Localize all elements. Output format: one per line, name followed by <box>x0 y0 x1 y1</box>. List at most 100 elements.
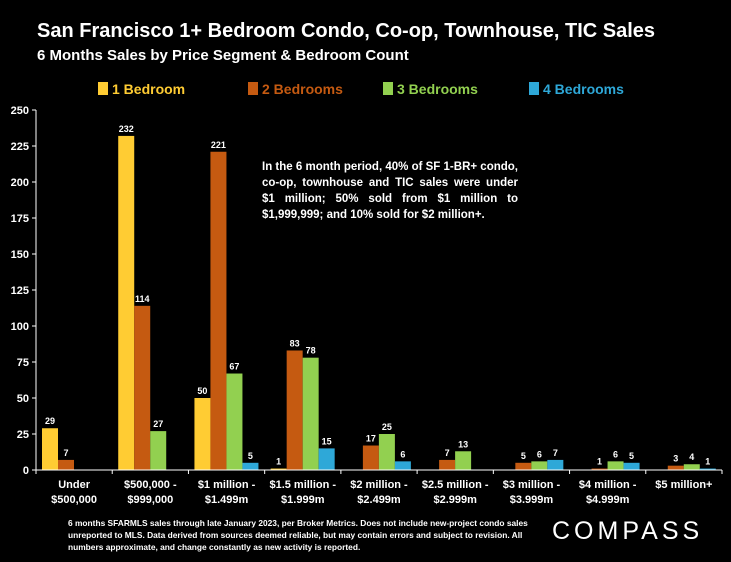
bar <box>302 357 319 470</box>
data-label: 13 <box>458 439 468 449</box>
compass-logo: COMPASS <box>552 517 704 545</box>
x-tick-label: $1.499m <box>205 494 249 506</box>
legend-swatch <box>383 82 393 95</box>
x-tick-label: $500,000 - <box>124 479 177 491</box>
legend-label: 1 Bedroom <box>112 81 185 97</box>
data-label: 6 <box>400 449 405 459</box>
data-label: 6 <box>613 449 618 459</box>
bar <box>623 462 640 470</box>
x-tick-label: Under <box>58 479 91 491</box>
footnote: 6 months SFARMLS sales through late Janu… <box>68 518 528 552</box>
x-tick-label: $1.999m <box>281 494 325 506</box>
data-label: 1 <box>276 457 281 467</box>
x-tick-label: $5 million+ <box>655 479 712 491</box>
bar <box>362 445 379 470</box>
data-label: 114 <box>135 294 150 304</box>
x-tick-label: $2 million - <box>350 479 408 491</box>
data-label: 232 <box>119 124 134 134</box>
data-label: 1 <box>597 457 602 467</box>
legend-swatch <box>98 82 108 95</box>
y-tick-label: 100 <box>11 321 29 333</box>
y-tick-label: 250 <box>11 105 29 117</box>
data-label: 5 <box>629 451 634 461</box>
data-label: 7 <box>553 448 558 458</box>
bar <box>58 459 74 470</box>
bar <box>270 468 287 470</box>
bar <box>531 461 548 470</box>
x-tick-label: $3 million - <box>503 479 561 491</box>
data-label: 25 <box>382 422 392 432</box>
data-label: 6 <box>537 449 542 459</box>
x-tick-label: $4 million - <box>579 479 637 491</box>
bar <box>667 465 684 470</box>
bar <box>134 305 151 470</box>
data-label: 7 <box>63 448 68 458</box>
chart-title: San Francisco 1+ Bedroom Condo, Co-op, T… <box>37 20 656 42</box>
bar <box>194 398 211 470</box>
data-label: 29 <box>45 416 55 426</box>
x-axis: Under $500,000 $500,000 - $999,000 $1 millio… <box>35 469 723 506</box>
data-label: 67 <box>229 362 239 372</box>
x-tick-label: $2.5 million - <box>422 479 489 491</box>
data-label: 1 <box>705 457 710 467</box>
data-label: 15 <box>322 436 332 446</box>
bar <box>318 448 335 470</box>
data-label: 5 <box>248 451 253 461</box>
bar <box>150 431 167 470</box>
x-tick-label: $500,000 <box>51 494 97 506</box>
bar <box>394 461 411 470</box>
data-label: 17 <box>366 434 376 444</box>
bar <box>210 151 227 470</box>
bar <box>607 461 624 470</box>
x-tick-label: $4.999m <box>586 494 630 506</box>
legend-label: 2 Bedrooms <box>262 81 343 97</box>
legend-label: 3 Bedrooms <box>397 81 478 97</box>
x-tick-label: $1.5 million - <box>269 479 336 491</box>
y-tick-label: 50 <box>17 393 29 405</box>
annotation-text: In the 6 month period, 40% of SF 1-BR+ c… <box>262 161 518 221</box>
bar <box>118 135 135 471</box>
y-tick-label: 150 <box>11 249 29 261</box>
y-tick-label: 200 <box>11 177 29 189</box>
legend-swatch <box>248 82 258 95</box>
bar <box>699 468 716 470</box>
data-label: 27 <box>153 419 163 429</box>
data-label: 221 <box>211 140 226 150</box>
y-tick-label: 25 <box>17 429 29 441</box>
y-tick-label: 175 <box>11 213 29 225</box>
chart-subtitle: 6 Months Sales by Price Segment & Bedroo… <box>37 47 409 64</box>
bar <box>683 464 700 470</box>
y-tick-label: 125 <box>11 285 29 297</box>
x-tick-label: $1 million - <box>198 479 256 491</box>
bar <box>591 468 608 470</box>
data-label: 4 <box>689 452 694 462</box>
x-tick-label: $2.999m <box>434 494 478 506</box>
legend-swatch <box>529 82 539 95</box>
data-label: 3 <box>673 454 678 464</box>
bar <box>515 462 532 470</box>
bar <box>42 428 58 470</box>
legend: 1 Bedroom 2 Bedrooms 3 Bedrooms 4 Bedrooms <box>98 81 624 97</box>
x-tick-label: $2.499m <box>357 494 401 506</box>
data-label: 50 <box>197 386 207 396</box>
bar <box>455 451 472 470</box>
bar <box>226 373 243 470</box>
data-label: 78 <box>306 346 316 356</box>
bar <box>378 434 395 470</box>
y-axis: 0 25 50 75 100 125 150 175 200 225 250 <box>11 105 37 477</box>
bar <box>242 462 259 470</box>
x-tick-label: $999,000 <box>127 494 173 506</box>
bar <box>286 350 303 470</box>
legend-label: 4 Bedrooms <box>543 81 624 97</box>
x-tick-label: $3.999m <box>510 494 554 506</box>
y-tick-label: 75 <box>17 357 29 369</box>
bar <box>439 459 456 470</box>
y-tick-label: 0 <box>23 465 29 477</box>
data-label: 5 <box>521 451 526 461</box>
data-label: 7 <box>445 448 450 458</box>
y-tick-label: 225 <box>11 141 29 153</box>
bar <box>547 459 564 470</box>
data-label: 83 <box>290 338 300 348</box>
